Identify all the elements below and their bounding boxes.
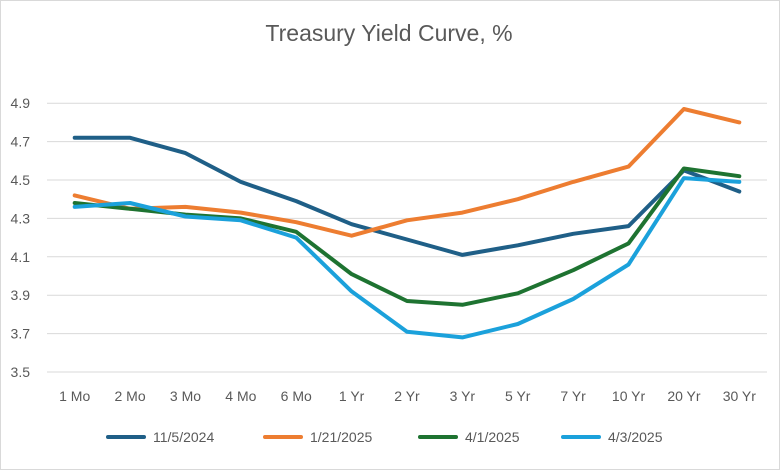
- x-tick-label: 7 Yr: [560, 388, 586, 404]
- gridlines: [47, 102, 767, 373]
- series-line-2: [72, 107, 742, 238]
- legend-label: 11/5/2024: [153, 429, 214, 445]
- y-tick-label: 3.5: [11, 364, 31, 380]
- series-line-4: [72, 176, 742, 340]
- x-tick-label: 2 Yr: [394, 388, 420, 404]
- y-tick-label: 4.5: [11, 172, 31, 188]
- y-tick-label: 3.7: [11, 326, 31, 342]
- x-tick-label: 5 Yr: [505, 388, 531, 404]
- x-tick-label: 4 Mo: [225, 388, 256, 404]
- x-axis-ticks: 1 Mo 2 Mo 3 Mo 4 Mo 6 Mo 1 Yr 2 Yr 3 Yr 5 Yr 7 Yr…: [59, 388, 756, 404]
- legend: 11/5/2024 1/21/2025 4/1/2025 4/3/2025: [106, 429, 663, 445]
- x-tick-label: 1 Yr: [339, 388, 365, 404]
- x-tick-label: 6 Mo: [281, 388, 312, 404]
- legend-label: 4/1/2025: [465, 429, 520, 445]
- series-lines: [72, 107, 742, 340]
- y-tick-label: 4.3: [11, 210, 31, 226]
- x-tick-label: 3 Yr: [450, 388, 476, 404]
- legend-label: 4/3/2025: [608, 429, 663, 445]
- x-tick-label: 3 Mo: [170, 388, 201, 404]
- y-axis-ticks: 3.5 3.7 3.9 4.1 4.3 4.5 4.7 4.9: [11, 95, 31, 380]
- legend-label: 1/21/2025: [310, 429, 372, 445]
- x-tick-label: 10 Yr: [612, 388, 646, 404]
- chart-title: Treasury Yield Curve, %: [265, 20, 513, 46]
- y-tick-label: 4.9: [11, 95, 31, 111]
- x-tick-label: 30 Yr: [723, 388, 757, 404]
- x-tick-label: 1 Mo: [59, 388, 90, 404]
- y-tick-label: 4.1: [11, 249, 31, 265]
- series-line-1: [72, 135, 742, 257]
- y-tick-label: 4.7: [11, 134, 31, 150]
- y-tick-label: 3.9: [11, 287, 31, 303]
- x-tick-label: 2 Mo: [115, 388, 146, 404]
- x-tick-label: 20 Yr: [667, 388, 701, 404]
- series-line-3: [72, 166, 742, 307]
